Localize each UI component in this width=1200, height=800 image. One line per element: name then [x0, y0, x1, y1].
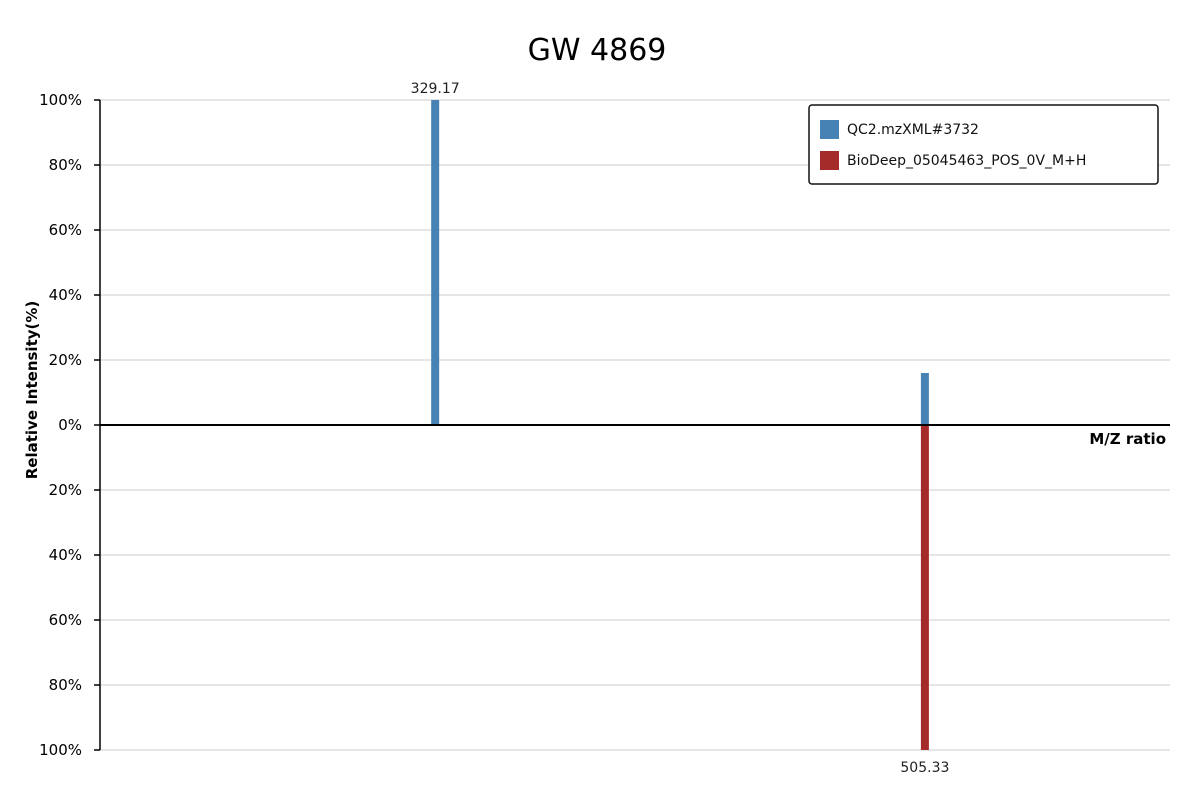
y-tick-label: 60%	[49, 221, 82, 239]
y-tick-label: 40%	[49, 286, 82, 304]
legend-swatch-biodeep	[820, 151, 839, 170]
y-tick-label: 20%	[49, 351, 82, 369]
y-tick-label: 100%	[39, 91, 82, 109]
y-axis-label: Relative Intensity(%)	[23, 301, 41, 480]
y-tick-label: 80%	[49, 156, 82, 174]
axes: 100% 80% 60% 40% 20% 0% 20% 40% 60% 80% 100%	[39, 91, 1170, 759]
legend-label-qc2: QC2.mzXML#3732	[847, 122, 979, 138]
y-tick-label: 20%	[49, 481, 82, 499]
y-tick-label: 80%	[49, 676, 82, 694]
peak-label: 329.17	[411, 81, 460, 97]
legend-label-biodeep: BioDeep_05045463_POS_0V_M+H	[847, 153, 1086, 169]
peak-bar	[431, 100, 440, 425]
y-tick-label: 40%	[49, 546, 82, 564]
peak-label: 505.33	[900, 760, 949, 776]
y-tick-label: 0%	[58, 416, 82, 434]
legend: QC2.mzXML#3732 BioDeep_05045463_POS_0V_M…	[808, 104, 1159, 185]
chart-title: GW 4869	[528, 33, 667, 68]
peak-labels: 329.17 505.33	[411, 81, 950, 776]
x-axis-label: M/Z ratio	[1089, 430, 1166, 448]
y-tick-label: 60%	[49, 611, 82, 629]
y-tick-label: 100%	[39, 741, 82, 759]
peak-bar	[920, 373, 929, 425]
peak-bars	[431, 100, 929, 750]
peak-bar	[920, 425, 929, 750]
legend-box	[808, 104, 1159, 185]
legend-swatch-qc2	[820, 120, 839, 139]
